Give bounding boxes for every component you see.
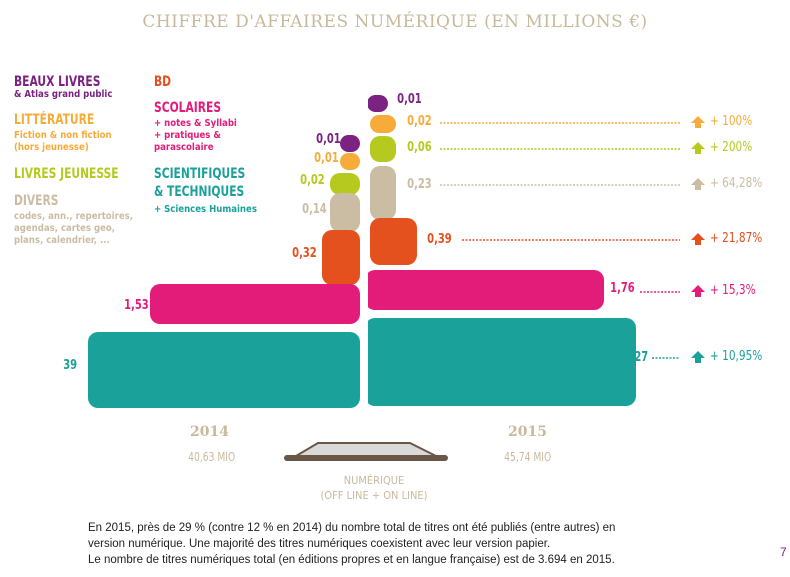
bar-2014-litt [340, 153, 360, 170]
up-arrow-icon [691, 351, 705, 363]
legend-litt-title: LITTÉRATURE [14, 112, 95, 128]
legend-divers-title: DIVERS [14, 193, 59, 209]
up-arrow-icon [691, 142, 705, 154]
stem-gap [360, 100, 368, 445]
change-divers: + 64,28% [710, 176, 763, 191]
bar-2014-scol [150, 284, 360, 324]
legend-scol-subtitle: + notes & Syllabi [154, 118, 237, 129]
change-jeun: + 200% [710, 140, 753, 155]
legend-beaux-subtitle: & Atlas grand public [14, 89, 113, 100]
bar-2015-jeun [370, 136, 396, 162]
bar-2015-beaux [367, 95, 388, 112]
legend-bd-title: BD [154, 74, 172, 90]
label-2014-jeun: 0,02 [300, 173, 325, 188]
bar-2015-divers [370, 166, 396, 220]
base-label-line-1: NUMÉRIQUE [343, 474, 405, 487]
footnote-line-1: En 2015, près de 29 % (contre 12 % en 20… [88, 522, 616, 534]
change-sci: + 10,95% [710, 349, 763, 364]
base-label: NUMÉRIQUE (OFF LINE + ON LINE) [314, 473, 434, 503]
change-scol: + 15,3% [710, 283, 756, 298]
year-2014: 2014 [190, 424, 229, 440]
up-arrow-icon [691, 178, 705, 190]
legend-sci-title: SCIENTIFIQUES [154, 166, 246, 182]
tablet-icon [292, 442, 437, 457]
label-2015-bd: 0,39 [427, 232, 452, 247]
label-2014-bd: 0,32 [292, 246, 317, 261]
up-arrow-icon [691, 285, 705, 297]
footnote-line-2: version numérique. Une majorité des titr… [88, 538, 551, 550]
legend-divers-subtitle: agendas, cartes geo, [14, 223, 115, 234]
label-2015-beaux: 0,01 [397, 92, 422, 107]
legend-beaux-title: BEAUX LIVRES [14, 74, 101, 90]
page-number: 7 [780, 545, 787, 559]
bar-2015-bd [370, 218, 417, 265]
label-2014-sci: 39 [63, 358, 78, 373]
label-2014-litt: 0,01 [314, 151, 339, 166]
change-bd: + 21,87% [710, 231, 763, 246]
tablet-base [284, 455, 448, 461]
legend-divers-subtitle: codes, ann., repertoires, [14, 211, 133, 222]
footnote-line-3: Le nombre de titres numériques total (en… [88, 554, 615, 566]
year-2015: 2015 [508, 424, 547, 440]
bar-2014-divers [330, 193, 360, 232]
footnote: En 2015, près de 29 % (contre 12 % en 20… [88, 520, 615, 568]
legend-scol-subtitle: parascolaire [154, 142, 214, 153]
label-2014-scol: 1,53 [124, 298, 149, 313]
up-arrow-icon [691, 116, 705, 128]
legend-scol-subtitle: + pratiques & [154, 130, 221, 141]
label-2015-sci: 43,27 [616, 350, 649, 365]
legend-sci-subtitle: + Sciences Humaines [154, 204, 257, 215]
bar-2015-litt [370, 115, 396, 133]
legend-divers-subtitle: plans, calendrier, ... [14, 235, 110, 246]
base-label-line-2: (OFF LINE + ON LINE) [320, 489, 428, 502]
label-2014-beaux: 0,01 [316, 132, 341, 147]
label-2015-divers: 0,23 [407, 177, 432, 192]
label-2015-litt: 0,02 [407, 114, 432, 129]
total-2015: 45,74 MIO [504, 450, 552, 464]
legend-litt-subtitle: Fiction & non fiction [14, 130, 112, 141]
legend-scol-title: SCOLAIRES [154, 100, 222, 116]
label-2014-divers: 0,14 [302, 202, 327, 217]
change-litt: + 100% [710, 114, 753, 129]
bar-2015-sci [365, 318, 636, 406]
bar-2014-jeun [330, 173, 360, 195]
up-arrow-icon [691, 233, 705, 245]
legend-jeun-title: LIVRES JEUNESSE [14, 166, 119, 182]
legend-sci-title-2: & TECHNIQUES [154, 184, 245, 200]
chart-title: CHIFFRE D'AFFAIRES NUMÉRIQUE (EN MILLION… [142, 12, 648, 32]
total-2014: 40,63 MIO [188, 450, 236, 464]
bar-2015-scol [365, 270, 604, 310]
label-2015-jeun: 0,06 [407, 140, 432, 155]
bar-2014-beaux [340, 135, 360, 152]
label-2015-scol: 1,76 [610, 281, 635, 296]
bar-2014-sci [88, 332, 360, 408]
legend-litt-subtitle: (hors jeunesse) [14, 142, 89, 153]
bar-2014-bd [322, 230, 360, 285]
